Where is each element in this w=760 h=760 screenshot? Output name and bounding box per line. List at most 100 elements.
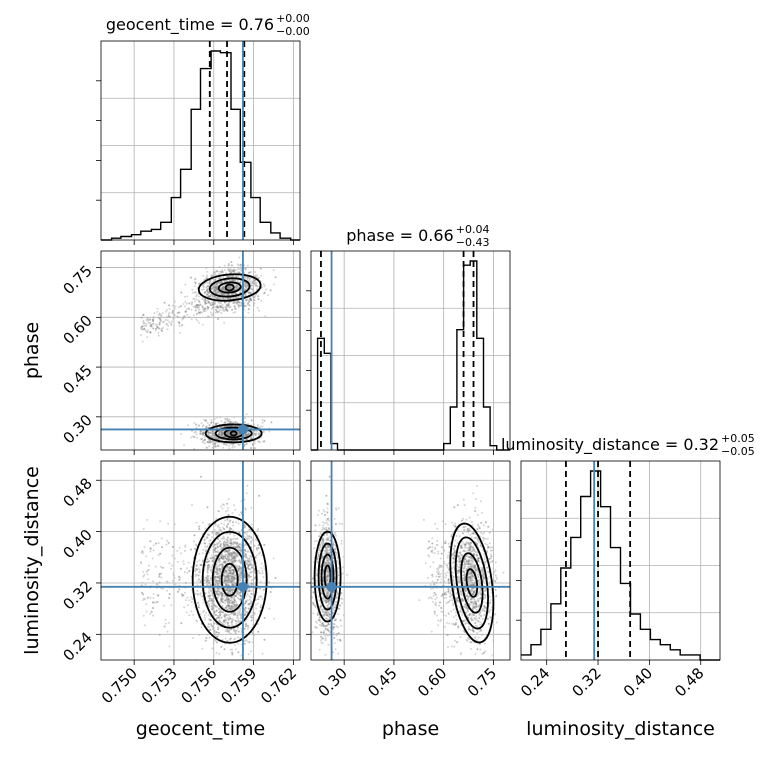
scatter-point (166, 539, 168, 542)
scatter-point (211, 295, 214, 298)
scatter-point (211, 598, 214, 600)
scatter-point (239, 279, 242, 282)
scatter-point (247, 302, 249, 305)
scatter-point (251, 570, 254, 573)
scatter-point (240, 546, 243, 549)
scatter-point (158, 572, 161, 575)
scatter-point (198, 308, 201, 311)
scatter-point (170, 604, 173, 607)
scatter-point (210, 313, 213, 316)
scatter-point (247, 640, 249, 643)
scatter-point (222, 287, 225, 290)
scatter-point (201, 433, 204, 436)
scatter-point (205, 425, 208, 428)
scatter-point (194, 277, 197, 280)
scatter-point (260, 562, 263, 565)
scatter-point (223, 587, 226, 590)
scatter-point (217, 593, 220, 596)
scatter-point (210, 293, 213, 296)
scatter-point (146, 518, 149, 521)
scatter-point (220, 505, 222, 508)
scatter-point (254, 556, 257, 559)
scatter-point (204, 299, 207, 302)
scatter-point (210, 432, 213, 435)
scatter-point (197, 601, 200, 604)
scatter-point (220, 433, 223, 436)
scatter-point (220, 600, 223, 602)
scatter-point (215, 308, 217, 311)
scatter-point (246, 538, 248, 541)
scatter-point (228, 584, 231, 587)
scatter-point (209, 619, 212, 622)
scatter-point (228, 549, 231, 552)
scatter-point (210, 440, 213, 443)
scatter-point (249, 605, 252, 608)
scatter-point (205, 537, 208, 540)
scatter-point (220, 281, 223, 284)
scatter-point (211, 556, 214, 559)
scatter-point (227, 592, 230, 595)
scatter-point (235, 292, 238, 295)
scatter-point (164, 318, 167, 321)
scatter-point (245, 601, 248, 604)
scatter-point (233, 271, 236, 274)
scatter-point (235, 620, 237, 623)
scatter-point (230, 279, 233, 282)
scatter-point (228, 275, 231, 278)
scatter-point (227, 621, 229, 624)
scatter-point (209, 628, 212, 631)
scatter-point (217, 625, 220, 628)
scatter-point (211, 560, 214, 562)
scatter-point (182, 594, 185, 597)
scatter-point (238, 268, 241, 270)
scatter-point (239, 443, 242, 446)
scatter-point (225, 550, 228, 553)
scatter-point (160, 572, 163, 575)
scatter-point (195, 564, 198, 567)
scatter-point (204, 298, 207, 300)
scatter-point (229, 648, 232, 651)
scatter-point (231, 543, 234, 545)
scatter-point (219, 306, 222, 309)
scatter-point (149, 331, 152, 334)
scatter-point (256, 424, 259, 427)
scatter-point (195, 304, 198, 307)
scatter-point (148, 319, 150, 322)
scatter-point (227, 298, 229, 300)
scatter-point (194, 306, 197, 309)
scatter-point (226, 596, 229, 599)
scatter-point (223, 545, 226, 548)
scatter-point (150, 324, 153, 327)
scatter-point (236, 545, 239, 548)
scatter-point (229, 567, 232, 570)
scatter-point (207, 431, 210, 434)
scatter-point (204, 301, 206, 304)
scatter-point (237, 543, 240, 546)
scatter-point (223, 540, 226, 543)
scatter-point (149, 540, 152, 543)
scatter-point (219, 611, 222, 614)
scatter-point (218, 611, 221, 614)
scatter-point (244, 304, 247, 307)
scatter-point (238, 304, 241, 306)
scatter-point (162, 587, 165, 590)
scatter-point (218, 557, 221, 560)
scatter-point (225, 599, 228, 602)
scatter-point (149, 321, 152, 324)
scatter-point (245, 639, 248, 642)
scatter-point (229, 420, 232, 423)
scatter-point (143, 574, 146, 577)
scatter-point (227, 294, 230, 296)
scatter-point (258, 596, 260, 598)
scatter-point (236, 302, 238, 305)
scatter-point (244, 434, 247, 437)
scatter-point (192, 297, 195, 300)
scatter-point (182, 560, 185, 563)
scatter-point (226, 589, 229, 592)
scatter-point (183, 295, 186, 298)
scatter-point (220, 556, 223, 559)
scatter-point (197, 304, 200, 306)
scatter-point (203, 614, 206, 616)
scatter-point (226, 541, 229, 544)
scatter-point (207, 291, 210, 293)
